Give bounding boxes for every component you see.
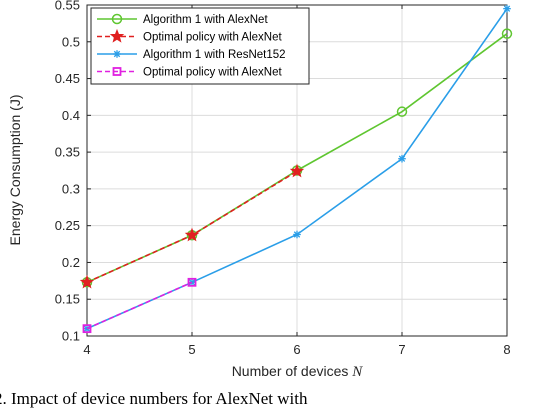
series-2 [79, 163, 305, 289]
figure-caption: 2. Impact of device numbers for AlexNet … [0, 389, 308, 408]
series-3-point [503, 4, 511, 13]
asterisk-stroke [398, 155, 406, 162]
series-2-point [184, 227, 200, 242]
legend-label-4: Optimal policy with AlexNet [143, 67, 282, 79]
series-4-point [187, 277, 197, 287]
legend-marker-1 [111, 13, 123, 25]
legend-label-1: Algorithm 1 with AlexNet [143, 14, 268, 26]
series-2-point [289, 163, 305, 178]
legend-marker-3 [113, 50, 121, 58]
y-tick-label: 0.45 [55, 71, 80, 86]
y-axis-title: Energy Consumption (J) [7, 95, 23, 246]
x-tick-label: 6 [293, 342, 300, 357]
x-tick-label: 4 [83, 342, 90, 357]
series-layer [79, 4, 513, 334]
legend-marker-4 [112, 67, 122, 76]
legend-label-2: Optimal policy with AlexNet [143, 32, 282, 44]
series-1-point [501, 28, 513, 39]
series-1-point [396, 106, 408, 117]
y-tick-label: 0.2 [62, 255, 80, 270]
y-tick-label: 0.25 [55, 218, 80, 233]
y-tick-label: 0.1 [62, 329, 80, 344]
series-3-point [398, 154, 406, 163]
legend-marker-2 [109, 28, 125, 43]
legend-label-3: Algorithm 1 with ResNet152 [143, 49, 286, 61]
y-tick-label: 0.35 [55, 145, 80, 160]
y-tick-label: 0.55 [55, 0, 80, 13]
legend-box [90, 7, 310, 85]
y-tick-label: 0.15 [55, 292, 80, 307]
series-2-point [79, 274, 95, 289]
y-tick-label: 0.3 [62, 181, 80, 196]
x-axis-title: Number of devices N [232, 363, 364, 380]
series-4-point [82, 324, 92, 334]
series-4-line [86, 281, 193, 330]
series-4 [82, 277, 197, 334]
asterisk-stroke [83, 325, 91, 332]
x-tick-label: 5 [188, 342, 195, 357]
asterisk-stroke [113, 50, 121, 58]
y-tick-label: 0.4 [62, 108, 80, 123]
x-tick-label: 8 [503, 342, 510, 357]
y-tick-label: 0.5 [62, 34, 80, 49]
asterisk-stroke [503, 5, 511, 12]
asterisk-stroke [293, 231, 301, 238]
series-3-point [83, 324, 91, 333]
legend: Algorithm 1 with AlexNet Optimal policy w… [90, 7, 310, 85]
x-tick-label: 7 [398, 342, 405, 357]
series-3-point [293, 230, 301, 239]
